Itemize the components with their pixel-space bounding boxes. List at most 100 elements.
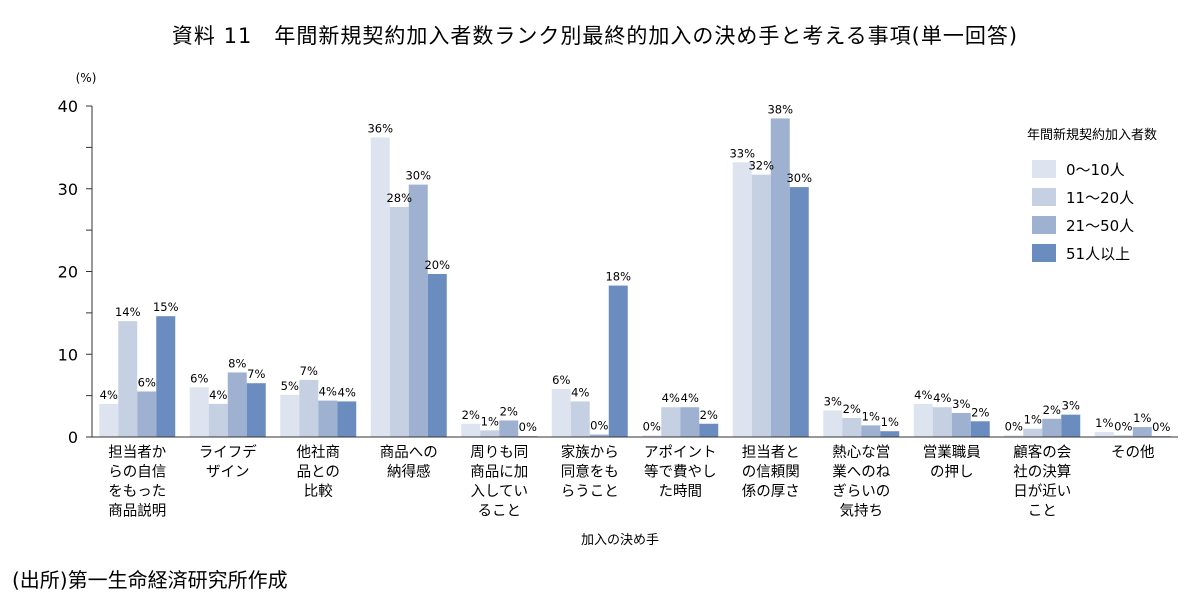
- source-note: (出所)第一生命経済研究所作成: [12, 568, 288, 592]
- data-label: 30%: [786, 171, 812, 185]
- x-category-label: らうこと: [561, 484, 619, 500]
- data-label: 3%: [1062, 399, 1080, 413]
- data-label: 2%: [971, 405, 989, 419]
- x-category-label: 気持ち: [840, 503, 884, 520]
- x-category-label: その他: [1111, 444, 1155, 461]
- bar: [1113, 435, 1133, 437]
- bar: [280, 394, 300, 437]
- x-category-label: 商品に加: [470, 464, 528, 481]
- bar: [732, 162, 752, 437]
- bar: [337, 401, 357, 437]
- data-label: 2%: [1043, 403, 1061, 417]
- data-label: 32%: [748, 159, 774, 173]
- x-category-label: ライフデ: [199, 443, 257, 461]
- x-category-label: ぎらいの: [832, 483, 890, 500]
- y-tick-label: 10: [58, 345, 78, 364]
- bar: [427, 273, 447, 437]
- bar: [699, 423, 719, 437]
- x-category-label: 係の厚さ: [742, 483, 800, 500]
- data-label: 1%: [1095, 416, 1113, 430]
- data-label: 2%: [843, 402, 861, 416]
- bar: [861, 425, 881, 437]
- data-label: 4%: [209, 388, 227, 402]
- y-tick-label: 20: [58, 263, 78, 282]
- data-label: 1%: [481, 414, 499, 428]
- bar: [680, 407, 700, 437]
- data-label: 14%: [115, 305, 141, 319]
- x-category-label: 熱心な営: [832, 444, 890, 461]
- bar: [227, 372, 247, 437]
- bar: [137, 391, 157, 437]
- data-label: 2%: [500, 404, 518, 418]
- x-category-label: の押し: [930, 464, 974, 481]
- data-label: 0%: [590, 419, 608, 433]
- bar: [1132, 427, 1152, 437]
- bar: [1061, 414, 1081, 437]
- bar: [1094, 432, 1114, 437]
- legend-swatch: [1032, 188, 1056, 206]
- data-label: 15%: [153, 300, 179, 314]
- x-category-label: 商品説明: [108, 503, 166, 520]
- bar: [932, 407, 952, 437]
- bar: [370, 137, 390, 437]
- legend-swatch: [1032, 216, 1056, 234]
- bar: [156, 316, 176, 437]
- bar: [913, 403, 933, 437]
- data-label: 3%: [952, 397, 970, 411]
- x-category-label: こと: [1028, 504, 1057, 520]
- legend-label: 0～10人: [1066, 161, 1125, 179]
- bar: [608, 285, 628, 437]
- x-category-label: 等で費やし: [644, 463, 717, 481]
- bar: [408, 184, 428, 437]
- data-label: 6%: [552, 373, 570, 387]
- chart-title: 資料 11 年間新規契約加入者数ランク別最終的加入の決め手と考える事項(単一回答…: [171, 24, 1019, 48]
- data-label: 2%: [700, 408, 718, 422]
- data-label: 1%: [1024, 413, 1042, 427]
- x-category-label: 他社商: [297, 444, 341, 461]
- bar: [661, 407, 681, 437]
- bar: [246, 383, 266, 437]
- legend-swatch: [1032, 244, 1056, 262]
- data-label: 4%: [100, 388, 118, 402]
- x-category-label: 周りも同: [470, 444, 528, 461]
- bar: [751, 174, 771, 437]
- x-category-label: ること: [478, 504, 522, 520]
- data-label: 30%: [405, 169, 431, 183]
- x-category-label: 商品への: [380, 444, 438, 461]
- y-unit-label: (%): [76, 71, 97, 85]
- bar: [880, 431, 900, 437]
- data-label: 6%: [138, 375, 156, 389]
- bar: [118, 321, 138, 437]
- x-category-label: 担当者か: [108, 444, 166, 461]
- bar: [589, 434, 609, 437]
- bar: [499, 420, 519, 437]
- x-axis-title: 加入の決め手: [581, 533, 659, 548]
- legend-label: 11～20人: [1066, 189, 1134, 207]
- x-category-label: らの自信: [108, 464, 166, 481]
- bar: [1004, 435, 1024, 437]
- y-tick-label: 40: [58, 97, 78, 116]
- x-category-label: をもった: [108, 483, 166, 500]
- x-category-label: 営業職員: [923, 444, 981, 461]
- data-label: 4%: [681, 391, 699, 405]
- data-label: 3%: [824, 395, 842, 409]
- bar: [389, 206, 409, 437]
- y-tick-label: 30: [58, 180, 78, 199]
- x-category-label: た時間: [659, 483, 703, 500]
- data-label: 7%: [247, 367, 265, 381]
- data-label: 38%: [767, 102, 793, 116]
- bar: [189, 387, 209, 437]
- data-label: 20%: [424, 258, 450, 272]
- bar: [551, 389, 571, 437]
- bar: [570, 401, 590, 437]
- data-label: 6%: [190, 371, 208, 385]
- bar: [770, 118, 790, 437]
- x-category-label: 担当者と: [742, 444, 800, 461]
- data-label: 4%: [571, 385, 589, 399]
- x-category-label: 社の決算: [1013, 464, 1071, 481]
- bar: [642, 435, 662, 437]
- data-label: 1%: [881, 415, 899, 429]
- legend-label: 51人以上: [1066, 245, 1130, 263]
